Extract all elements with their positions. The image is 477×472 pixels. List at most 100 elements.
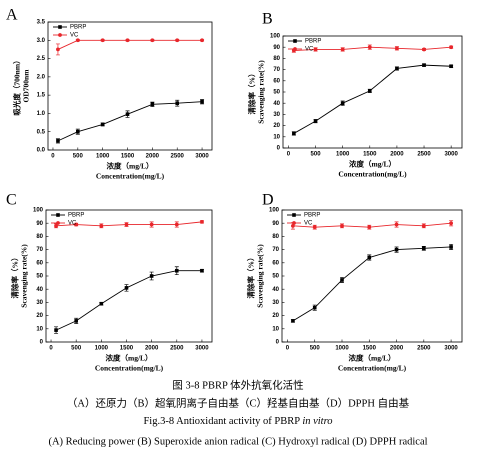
x-tick-label: 3000: [195, 346, 209, 352]
x-axis-title: Concentration(mg/L): [96, 172, 165, 181]
x-tick-label: 0: [286, 346, 290, 352]
series-line: [293, 64, 452, 134]
point: [422, 47, 426, 52]
series-line: [57, 39, 203, 50]
y-tick-label: 20: [272, 313, 279, 319]
x-tick-label: 2500: [171, 154, 185, 160]
point: [100, 122, 105, 127]
y-axis-title: 清除率（%）: [247, 70, 257, 115]
point: [99, 301, 104, 306]
point: [367, 225, 372, 230]
plot-frame: [47, 21, 213, 151]
point: [175, 38, 180, 43]
y-tick-label: 10: [272, 326, 279, 332]
x-tick-label: 2000: [390, 152, 404, 158]
point: [149, 274, 154, 278]
panel-letter: B: [262, 11, 273, 28]
y-tick-label: 10: [273, 134, 280, 140]
point: [56, 47, 60, 52]
point: [99, 223, 104, 228]
point: [124, 286, 129, 290]
point: [367, 45, 372, 50]
x-tick-label: 2500: [170, 346, 184, 352]
y-axis-title: 吸光度（700nm）: [12, 56, 22, 115]
x-tick-label: 3000: [444, 346, 458, 352]
point: [449, 221, 453, 226]
y-tick-label: 100: [270, 34, 281, 40]
panel-letter: A: [6, 7, 18, 24]
point: [125, 38, 130, 43]
y-tick-label: 80: [273, 56, 280, 62]
point: [313, 119, 318, 123]
y-tick-label: 1.5: [37, 93, 46, 99]
y-tick-label: 90: [273, 45, 280, 51]
legend-marker: [293, 47, 297, 51]
x-tick-label: 1000: [335, 346, 349, 352]
x-tick-label: 0: [287, 152, 291, 158]
plot-frame: [45, 209, 213, 343]
point: [100, 38, 105, 43]
x-tick-label: 500: [71, 346, 82, 352]
x-tick-label: 1000: [95, 346, 109, 352]
point: [200, 268, 204, 273]
legend-label: VC: [68, 221, 77, 227]
legend-marker: [56, 221, 60, 225]
y-tick-label: 0.0: [37, 148, 46, 154]
caption-en-title: Fig.3-8 Antioxidant activity of PBRP in …: [143, 416, 332, 427]
point: [340, 101, 345, 105]
x-axis-title: 浓度（mg/L）: [105, 353, 152, 363]
point: [74, 222, 79, 227]
x-axis-title: Concentration(mg/L): [95, 364, 164, 373]
point: [449, 45, 454, 50]
point: [449, 64, 453, 69]
point: [56, 139, 60, 143]
y-axis-title: Scavenging rate(%): [20, 244, 29, 308]
legend-label: PBRP: [70, 25, 86, 31]
panel-letter: D: [262, 192, 274, 209]
y-tick-label: 20: [273, 123, 280, 129]
point: [175, 101, 180, 105]
y-tick-label: 1.0: [37, 111, 46, 117]
series-line: [57, 101, 203, 142]
point: [174, 268, 179, 273]
caption-cn-title: 图 3-8 PBRP 体外抗氧化活性: [172, 378, 303, 391]
x-tick-label: 2500: [417, 152, 431, 158]
caption-en-parts: (A) Reducing power (B) Superoxide anion …: [48, 436, 427, 447]
point: [124, 222, 129, 227]
x-tick-label: 0: [49, 346, 53, 352]
y-tick-label: 40: [36, 287, 43, 293]
x-tick-label: 1000: [336, 152, 350, 158]
y-tick-label: 50: [273, 90, 280, 96]
point: [125, 112, 130, 116]
point: [291, 319, 295, 323]
point: [54, 223, 58, 228]
legend-label: VC: [304, 221, 313, 227]
point: [367, 89, 372, 93]
x-tick-label: 3000: [195, 154, 209, 160]
y-tick-label: 100: [269, 208, 280, 214]
x-tick-label: 1500: [363, 152, 377, 158]
legend-marker: [292, 221, 296, 225]
legend-marker: [58, 33, 62, 37]
y-tick-label: 50: [272, 274, 279, 280]
caption-en-title-main: Fig.3-8 Antioxidant activity of PBRP: [143, 416, 302, 427]
point: [340, 47, 345, 52]
point: [395, 46, 399, 51]
point: [422, 63, 426, 67]
legend-label: VC: [305, 47, 314, 53]
x-tick-label: 500: [73, 154, 84, 160]
y-tick-label: 40: [273, 101, 280, 107]
x-tick-label: 2000: [390, 346, 404, 352]
y-tick-label: 60: [273, 78, 280, 84]
legend-marker: [293, 39, 297, 43]
x-tick-label: 2000: [145, 346, 159, 352]
y-tick-label: 3.0: [37, 38, 46, 44]
point: [74, 319, 78, 323]
y-tick-label: 60: [272, 260, 279, 266]
y-tick-label: 40: [272, 287, 279, 293]
point: [394, 247, 399, 252]
x-tick-label: 1000: [96, 154, 110, 160]
legend-marker: [56, 213, 60, 217]
point: [449, 245, 453, 249]
